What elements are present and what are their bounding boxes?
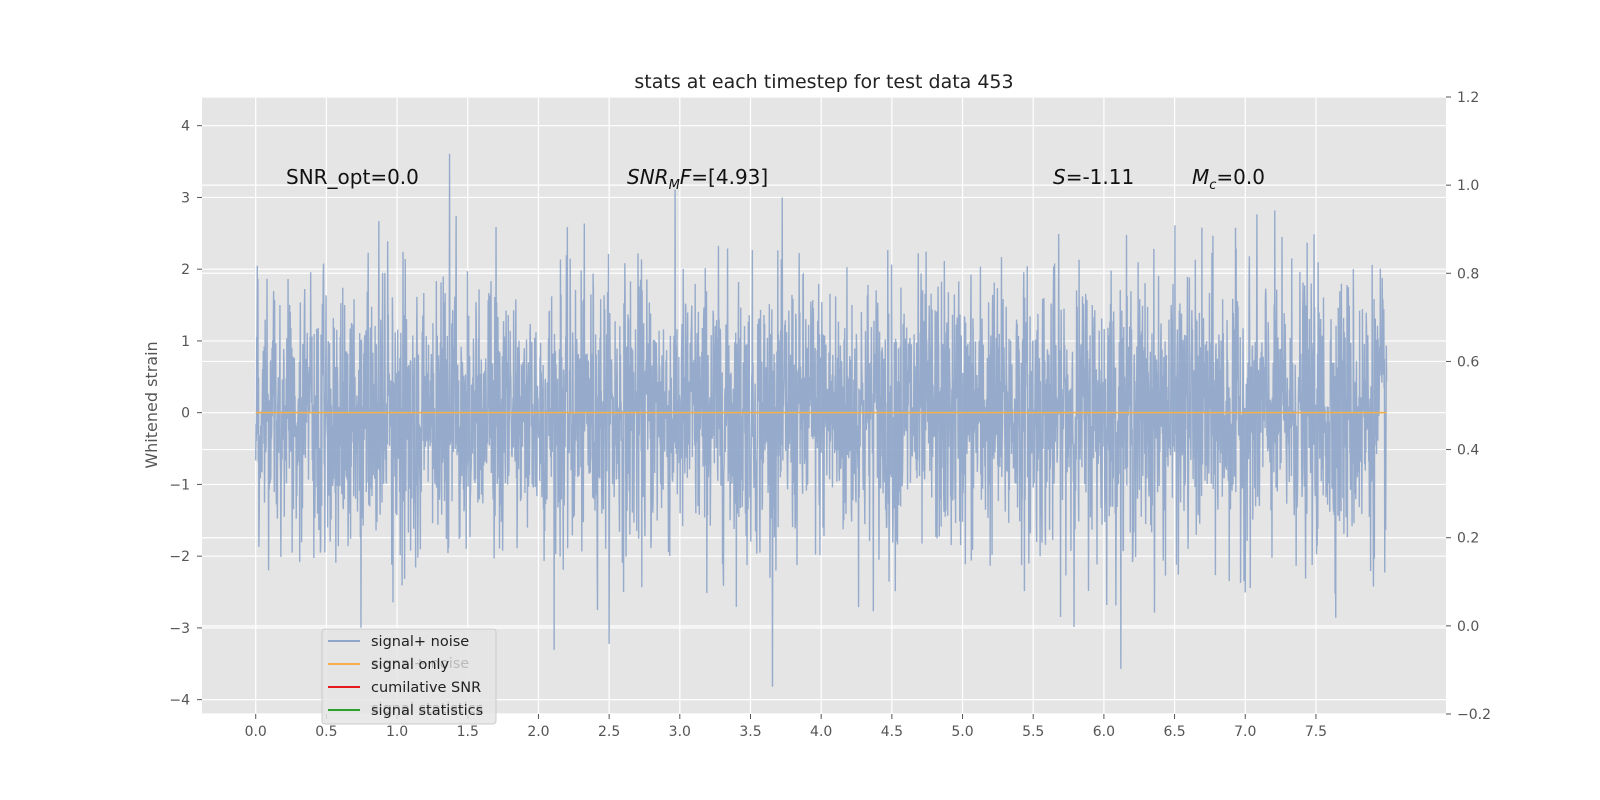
x-tick-label-13: 6.5 [1163,724,1185,740]
x-tick-label-3: 1.5 [457,724,479,740]
annotation-mc-value: =0.0 [1216,165,1265,189]
x-tick-label-11: 5.5 [1022,724,1044,740]
y-axis-ticks: 4 3 2 1 0 −1 −2 −3 −4 [169,119,202,709]
y2-tick-label-6: 0.0 [1457,619,1479,635]
y-tick-label-7: −3 [169,621,190,637]
y-tick-label-2: 2 [181,262,190,278]
x-tick-label-7: 3.5 [739,724,761,740]
x-tick-label-10: 5.0 [951,724,973,740]
legend-ghost-noise: signal+ noise [371,656,469,672]
annotation-s: S=-1.11 [1053,165,1134,189]
x-axis-ticks: 0.0 0.5 1.0 1.5 2.0 2.5 3.0 3.5 4.0 4.5 5.0 5.5 6.0 6… [245,714,1327,740]
x-tick-label-5: 2.5 [598,724,620,740]
annotation-s-symbol: S [1053,165,1066,189]
y-tick-label-4: 0 [181,406,190,422]
annotation-snr-mf-sub: M [669,178,680,193]
signal-noise-series [255,153,1388,687]
y-tick-label-0: 4 [181,119,190,135]
legend-label-stats: signal statistics [371,703,483,719]
y-tick-label-5: −1 [169,477,190,493]
y2-tick-label-5: 0.2 [1457,531,1479,547]
y2-tick-label-0: 1.2 [1457,90,1479,106]
x-tick-label-1: 0.5 [315,724,337,740]
legend: signal+ noise signal statistics signal+ … [321,628,497,725]
annotation-snr-mf-value: =[4.93] [691,165,768,189]
y-tick-label-6: −2 [169,549,190,565]
legend-ghost-stats: signal statistics [371,701,483,717]
annotation-mc: Mc=0.0 [1192,165,1265,193]
secondary-y-axis-ticks: 1.2 1.0 0.8 0.6 0.4 0.2 0.0 −0.2 [1446,90,1491,723]
x-tick-label-9: 4.5 [881,724,903,740]
y-axis-label: Whitened strain [142,341,161,468]
annotation-snr-mf-main: SNR [627,165,669,189]
legend-label-signal: signal only [371,657,450,673]
chart-title: stats at each timestep for test data 453 [634,71,1013,93]
annotation-mc-symbol: M [1192,165,1209,189]
x-tick-label-0: 0.0 [245,724,267,740]
x-tick-label-6: 3.0 [669,724,691,740]
y-tick-label-1: 3 [181,190,190,206]
x-tick-label-8: 4.0 [810,724,832,740]
x-tick-label-15: 7.5 [1305,724,1327,740]
annotation-snr-opt: SNR_opt=0.0 [286,165,419,189]
signal-noise-line [255,153,1388,687]
x-tick-label-4: 2.0 [527,724,549,740]
x-tick-label-12: 6.0 [1093,724,1115,740]
y2-tick-label-1: 1.0 [1457,178,1479,194]
y2-tick-label-2: 0.8 [1457,266,1479,282]
y-tick-label-8: −4 [169,693,190,709]
annotation-snr-mf: SNRMF=[4.93] [627,165,768,193]
x-tick-label-14: 7.0 [1234,724,1256,740]
y2-tick-label-7: −0.2 [1457,707,1491,723]
annotation-snr-mf-f: F [680,165,692,189]
y2-tick-label-4: 0.4 [1457,443,1479,459]
y2-tick-label-3: 0.6 [1457,354,1479,370]
y-tick-label-3: 1 [181,334,190,350]
x-tick-label-2: 1.0 [386,724,408,740]
legend-label-snr: cumilative SNR [371,680,481,696]
annotation-mc-sub: c [1209,178,1216,193]
annotation-s-value: =-1.11 [1066,165,1135,189]
legend-label-noise: signal+ noise [371,634,469,650]
legend-box [321,628,497,725]
